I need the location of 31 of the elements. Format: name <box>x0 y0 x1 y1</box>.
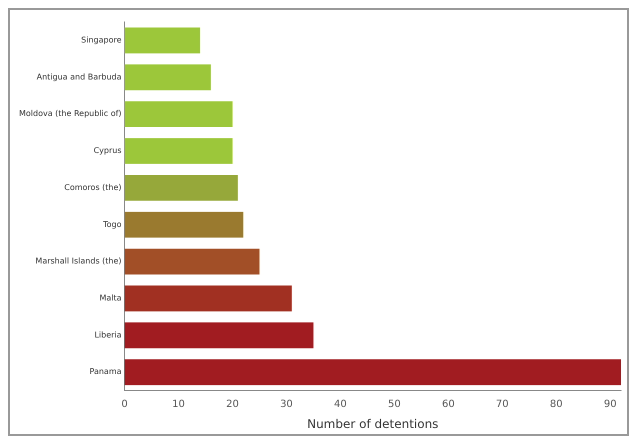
bar <box>124 138 232 164</box>
x-tick-label: 60 <box>442 399 455 410</box>
bar <box>124 28 200 54</box>
x-tick-label: 20 <box>226 399 239 410</box>
y-tick-label: Liberia <box>94 330 122 340</box>
bar <box>124 248 260 274</box>
bar <box>124 322 314 348</box>
x-tick-label: 50 <box>388 399 401 410</box>
x-tick-label: 80 <box>550 399 563 410</box>
y-tick-label: Marshall Islands (the) <box>35 256 122 266</box>
y-tick-label: Togo <box>102 220 122 229</box>
bar <box>124 286 292 312</box>
bar <box>124 212 244 238</box>
y-tick-label: Malta <box>99 294 122 303</box>
x-tick-label: 90 <box>604 399 617 410</box>
bar <box>124 64 211 90</box>
x-tick-label: 10 <box>172 399 185 410</box>
y-tick-label: Panama <box>89 367 122 376</box>
x-tick-label: 40 <box>334 399 347 410</box>
x-tick-label: 30 <box>280 399 293 410</box>
bar <box>124 101 232 128</box>
x-tick-label: 0 <box>121 399 128 410</box>
y-tick-label: Comoros (the) <box>64 182 122 192</box>
y-tick-label: Singapore <box>81 36 122 45</box>
y-tick-label: Moldova (the Republic of) <box>19 109 122 118</box>
bar <box>124 359 621 386</box>
x-axis-title: Number of detentions <box>307 416 438 431</box>
bar <box>124 174 238 201</box>
y-tick-label: Antigua and Barbuda <box>36 72 122 82</box>
x-tick-label: 70 <box>496 399 509 410</box>
y-tick-label: Cyprus <box>94 146 122 156</box>
